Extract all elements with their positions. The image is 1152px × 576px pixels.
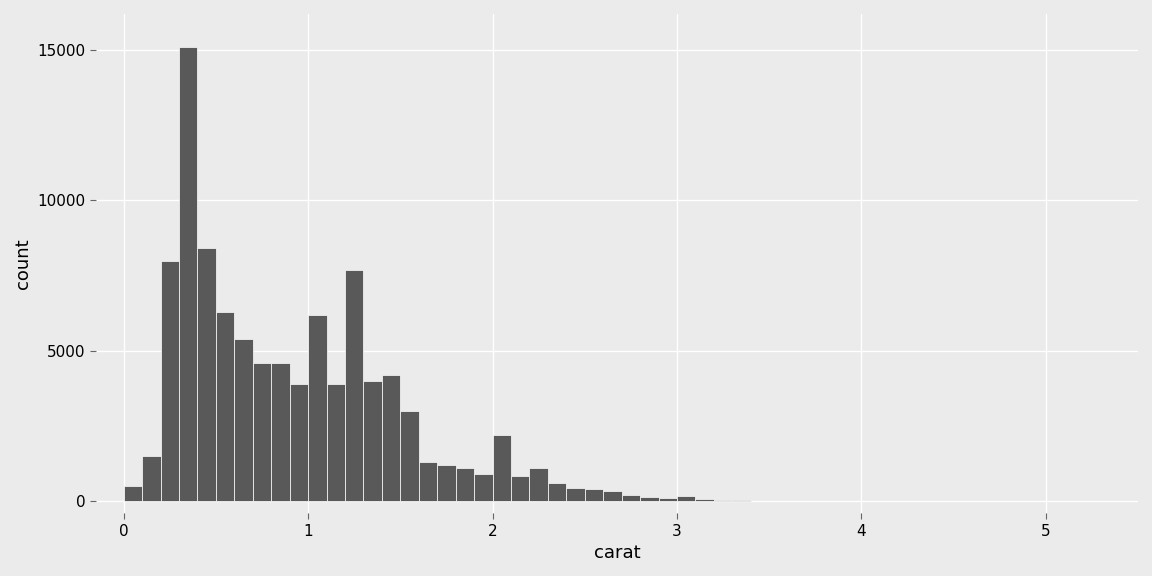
- Bar: [271, 363, 289, 501]
- Bar: [363, 381, 381, 501]
- Bar: [197, 248, 215, 501]
- Bar: [123, 486, 142, 501]
- Bar: [234, 339, 252, 501]
- Bar: [326, 384, 344, 501]
- Bar: [381, 375, 401, 501]
- Bar: [215, 312, 234, 501]
- Bar: [530, 468, 548, 501]
- Bar: [677, 496, 696, 501]
- Bar: [252, 363, 271, 501]
- Bar: [308, 314, 326, 501]
- Bar: [567, 487, 585, 501]
- Bar: [548, 483, 567, 501]
- Bar: [659, 498, 677, 501]
- Bar: [585, 489, 604, 501]
- Bar: [475, 474, 493, 501]
- Bar: [160, 260, 179, 501]
- Bar: [344, 270, 363, 501]
- X-axis label: carat: carat: [593, 544, 641, 562]
- Bar: [493, 435, 511, 501]
- Bar: [401, 411, 419, 501]
- Y-axis label: count: count: [14, 238, 32, 289]
- Bar: [142, 456, 160, 501]
- Bar: [622, 495, 641, 501]
- Bar: [714, 499, 733, 501]
- Bar: [641, 497, 659, 501]
- Bar: [456, 468, 475, 501]
- Bar: [179, 47, 197, 501]
- Bar: [696, 499, 714, 501]
- Bar: [438, 465, 456, 501]
- Bar: [419, 462, 438, 501]
- Bar: [511, 476, 530, 501]
- Bar: [604, 491, 622, 501]
- Bar: [289, 384, 308, 501]
- Bar: [733, 500, 751, 501]
